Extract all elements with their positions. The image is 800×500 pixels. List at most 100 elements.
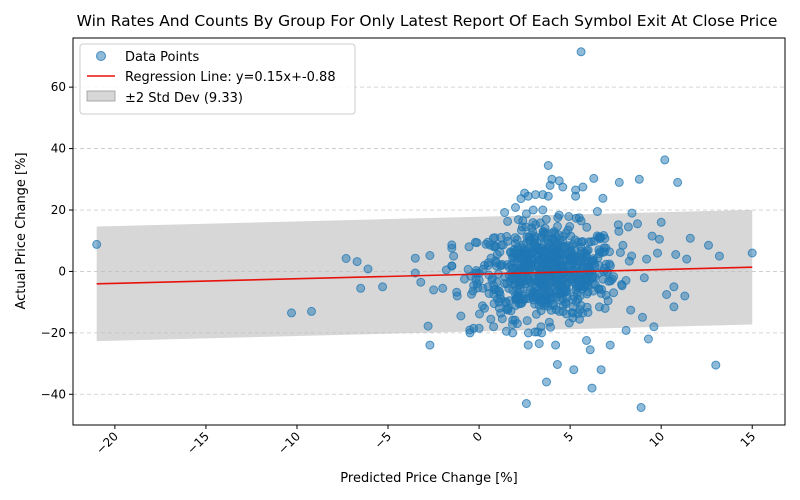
data-point [429,285,439,295]
data-point [423,321,433,331]
regression-line-layer [96,266,753,285]
data-point [618,240,628,250]
data-point [526,259,536,269]
data-point [558,236,568,246]
data-point [449,251,459,261]
data-point [497,314,507,324]
plot-frame [72,37,786,426]
legend-box [79,43,356,115]
data-point [590,236,599,246]
data-point [543,191,553,201]
data-point [685,233,695,243]
data-point [470,237,480,247]
data-point [564,212,574,221]
data-point [416,277,426,287]
data-point [480,303,489,313]
data-point [634,174,644,184]
data-point [626,305,636,315]
data-point [671,250,681,259]
data-point [550,229,560,239]
data-point [491,256,500,266]
data-point [528,205,538,215]
data-point [438,283,448,293]
data-point [486,314,496,324]
legend-marker-band [86,90,116,102]
data-point [341,254,351,263]
data-point [508,275,518,284]
y-axis-ticks: −40 −20 0 20 40 60 [41,80,73,401]
data-point [568,308,578,318]
data-point [649,322,659,332]
data-point [521,399,531,408]
data-point [521,209,531,219]
data-point [522,316,532,326]
data-point [554,210,564,220]
data-point [520,294,530,304]
data-point [643,334,653,344]
data-point [590,261,600,271]
data-point [558,261,568,271]
data-point [599,243,609,253]
data-point [582,222,592,232]
x-tick-label: 15 [738,429,759,450]
data-point [538,296,548,306]
data-point [456,311,466,321]
y-tick-label: 0 [58,264,66,278]
data-point [578,182,588,192]
y-tick-label: −20 [41,326,66,340]
data-point [489,322,499,332]
data-point [596,288,606,298]
data-point [496,294,506,304]
data-point [575,291,585,301]
data-point [525,267,534,277]
data-point [592,207,602,216]
data-point [582,336,591,345]
y-tick-label: −40 [41,387,66,401]
chart-title: Win Rates And Counts By Group For Only L… [77,12,778,30]
data-point [531,281,540,291]
regression-line [96,266,753,285]
data-point [553,280,563,290]
data-point [92,239,102,249]
data-point [483,282,493,292]
data-point [307,306,316,316]
data-point [536,322,546,332]
data-point [558,182,568,192]
data-point [660,155,670,165]
data-point [533,289,543,299]
data-point [511,250,521,260]
data-point [574,255,584,265]
data-point [410,253,420,263]
data-point [576,47,586,57]
data-point [474,323,484,333]
data-point [475,309,484,319]
data-point [523,340,533,350]
data-point [569,365,579,375]
y-tick-label: 60 [51,80,66,94]
data-point [500,208,510,217]
data-point [489,242,499,252]
data-point [534,339,544,349]
x-axis-label: Predicted Price Change [%] [340,471,517,486]
data-point [747,248,757,258]
data-point [563,225,573,235]
data-points-layer [92,47,757,412]
data-point [463,264,473,274]
data-point [543,161,553,170]
data-point [589,173,599,183]
data-point [545,258,555,268]
data-point [496,232,506,242]
data-point [488,273,497,283]
data-point [542,377,551,387]
data-point [501,326,511,336]
data-point [596,365,606,375]
data-point [581,274,591,284]
data-point [543,235,552,245]
data-point [624,256,634,266]
data-point [623,222,633,232]
data-point [523,191,533,201]
data-point [636,403,646,412]
data-point [598,193,608,203]
data-point [546,322,555,332]
